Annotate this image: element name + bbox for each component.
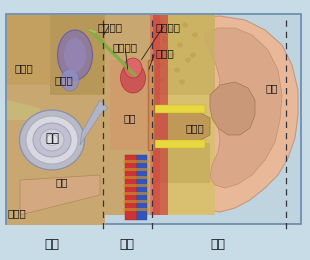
Bar	[123, 208, 149, 211]
Polygon shape	[7, 100, 40, 120]
Polygon shape	[205, 28, 282, 188]
Polygon shape	[150, 110, 210, 143]
Ellipse shape	[157, 62, 163, 68]
Ellipse shape	[157, 20, 163, 24]
Bar	[125, 155, 137, 220]
Bar	[123, 176, 149, 179]
Ellipse shape	[64, 38, 86, 72]
Bar	[150, 143, 210, 183]
Ellipse shape	[182, 23, 188, 28]
Bar	[6, 14, 301, 224]
Ellipse shape	[20, 110, 85, 170]
Text: 外耳: 外耳	[210, 237, 225, 250]
Bar	[123, 160, 149, 163]
Polygon shape	[7, 15, 105, 225]
Polygon shape	[80, 100, 108, 145]
Ellipse shape	[177, 42, 183, 48]
Bar	[100, 15, 155, 215]
Ellipse shape	[174, 68, 180, 73]
Text: 聴神経: 聴神経	[14, 63, 33, 73]
Ellipse shape	[26, 116, 78, 164]
Bar	[150, 15, 215, 95]
Ellipse shape	[190, 53, 196, 57]
Bar	[123, 168, 149, 171]
Bar	[7, 15, 105, 85]
Ellipse shape	[40, 129, 64, 151]
Text: 外耳道: 外耳道	[185, 123, 204, 133]
Ellipse shape	[192, 32, 198, 37]
Bar	[150, 140, 205, 148]
Bar	[7, 15, 300, 223]
Text: 耳管: 耳管	[55, 177, 68, 187]
Text: 内耳: 内耳	[45, 237, 60, 250]
Text: 上咽頭: 上咽頭	[7, 208, 26, 218]
Ellipse shape	[162, 37, 168, 42]
Ellipse shape	[46, 134, 58, 146]
Ellipse shape	[124, 58, 142, 78]
Ellipse shape	[185, 57, 191, 62]
Bar	[123, 192, 149, 195]
Bar	[150, 15, 215, 215]
Polygon shape	[195, 16, 298, 212]
Ellipse shape	[33, 123, 71, 157]
Ellipse shape	[61, 69, 79, 91]
Text: 耳介: 耳介	[265, 83, 277, 93]
Ellipse shape	[167, 28, 173, 32]
Text: 蝸牛: 蝸牛	[45, 132, 59, 145]
Polygon shape	[20, 175, 100, 215]
Text: アブミ骨: アブミ骨	[113, 42, 138, 52]
Ellipse shape	[179, 80, 185, 84]
Ellipse shape	[121, 63, 145, 93]
Bar	[150, 15, 160, 215]
Bar	[123, 200, 149, 203]
Text: 半規管: 半規管	[54, 75, 73, 85]
Bar	[148, 60, 154, 150]
Text: 鼓膜: 鼓膜	[124, 113, 136, 123]
Ellipse shape	[57, 30, 92, 80]
Bar	[110, 60, 148, 150]
Text: ツチ骨: ツチ骨	[155, 48, 174, 58]
Ellipse shape	[159, 77, 165, 82]
Text: キヌタ骨: キヌタ骨	[156, 22, 180, 32]
Bar	[150, 105, 205, 113]
Bar	[123, 184, 149, 187]
Text: 中耳: 中耳	[119, 237, 135, 250]
Bar	[50, 15, 105, 95]
Bar	[137, 155, 147, 220]
Ellipse shape	[169, 53, 175, 57]
Polygon shape	[210, 82, 255, 135]
Text: 顔面神経: 顔面神経	[98, 22, 122, 32]
Bar	[153, 15, 168, 215]
